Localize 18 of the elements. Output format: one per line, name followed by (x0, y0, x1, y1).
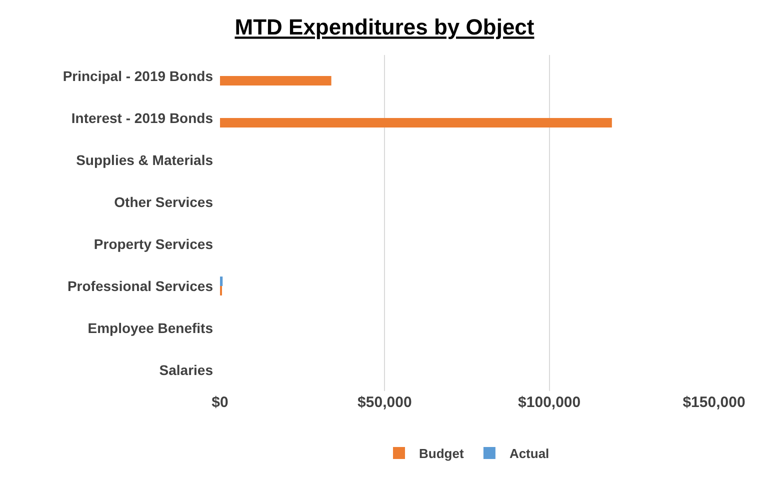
y-tick-label: Other Services (114, 194, 214, 210)
bar (220, 276, 223, 286)
x-tick-label: $150,000 (682, 394, 746, 411)
legend-label: Budget (419, 446, 464, 462)
bar (220, 76, 332, 86)
chart-title: MTD Expenditures by Object (234, 14, 535, 40)
x-tick-label: $100,000 (518, 394, 581, 411)
bar (220, 118, 612, 128)
legend-label: Actual (509, 446, 550, 462)
y-tick-label: Property Services (94, 236, 214, 252)
y-tick-label: Employee Benefits (88, 320, 214, 336)
x-tick-label: $0 (212, 394, 228, 411)
y-tick-label: Supplies & Materials (76, 152, 214, 168)
y-tick-label: Salaries (159, 362, 214, 378)
y-tick-label: Interest - 2019 Bonds (71, 110, 214, 126)
y-tick-label: Principal - 2019 Bonds (62, 68, 214, 84)
y-tick-label: Professional Services (67, 278, 214, 294)
x-tick-label: $50,000 (358, 394, 412, 411)
